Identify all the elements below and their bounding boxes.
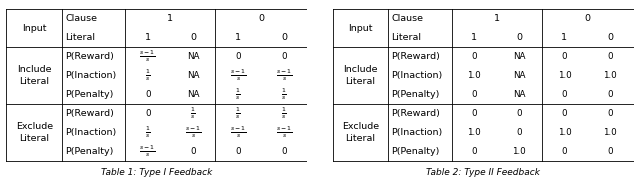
Text: Clause: Clause [65, 14, 97, 23]
Text: NA: NA [513, 90, 525, 99]
Text: $\frac{1}{s}$: $\frac{1}{s}$ [190, 106, 196, 121]
Text: P(Penalty): P(Penalty) [65, 147, 113, 156]
Text: $\frac{1}{s}$: $\frac{1}{s}$ [145, 68, 151, 83]
Text: P(Penalty): P(Penalty) [392, 90, 440, 99]
Text: 1: 1 [561, 33, 568, 42]
Text: 0: 0 [145, 90, 150, 99]
Text: P(Reward): P(Reward) [65, 52, 114, 61]
Text: $\frac{s-1}{s}$: $\frac{s-1}{s}$ [230, 68, 246, 83]
Text: 1: 1 [493, 14, 500, 23]
Text: NA: NA [187, 71, 199, 80]
Text: 0: 0 [607, 52, 613, 61]
Text: 0: 0 [562, 52, 567, 61]
Text: P(Inaction): P(Inaction) [392, 71, 443, 80]
Text: P(Inaction): P(Inaction) [392, 128, 443, 137]
Text: $\frac{1}{s}$: $\frac{1}{s}$ [281, 106, 287, 121]
Text: Literal: Literal [392, 33, 422, 42]
Text: NA: NA [513, 71, 525, 80]
Text: Input: Input [348, 24, 373, 33]
Text: 0: 0 [281, 147, 287, 156]
Text: Include
Literal: Include Literal [344, 65, 378, 86]
Text: Include
Literal: Include Literal [17, 65, 51, 86]
Text: 1: 1 [235, 33, 241, 42]
Text: 0: 0 [472, 147, 477, 156]
Text: P(Penalty): P(Penalty) [65, 90, 113, 99]
Text: P(Inaction): P(Inaction) [65, 128, 116, 137]
Text: 0: 0 [190, 147, 196, 156]
Text: 0: 0 [472, 52, 477, 61]
Text: 1: 1 [167, 14, 173, 23]
Text: NA: NA [187, 90, 199, 99]
Text: Clause: Clause [392, 14, 424, 23]
Text: 1.0: 1.0 [467, 128, 481, 137]
Text: 0: 0 [562, 147, 567, 156]
Text: 0: 0 [516, 109, 522, 118]
Text: P(Penalty): P(Penalty) [392, 147, 440, 156]
Text: $\frac{1}{s}$: $\frac{1}{s}$ [281, 87, 287, 102]
Text: 1: 1 [471, 33, 477, 42]
Text: 1.0: 1.0 [467, 71, 481, 80]
Text: $\frac{s-1}{s}$: $\frac{s-1}{s}$ [140, 49, 156, 64]
Text: 1.0: 1.0 [557, 71, 572, 80]
Text: 0: 0 [607, 147, 613, 156]
Text: $\frac{1}{s}$: $\frac{1}{s}$ [235, 106, 241, 121]
Text: NA: NA [513, 52, 525, 61]
Text: 0: 0 [190, 33, 196, 42]
Text: NA: NA [187, 52, 199, 61]
Text: 0: 0 [281, 52, 287, 61]
Text: $\frac{s-1}{s}$: $\frac{s-1}{s}$ [276, 125, 292, 140]
Text: Exclude
Literal: Exclude Literal [15, 122, 52, 143]
Text: $\frac{s-1}{s}$: $\frac{s-1}{s}$ [230, 125, 246, 140]
Text: 0: 0 [562, 109, 567, 118]
Text: 0: 0 [472, 90, 477, 99]
Text: $\frac{s-1}{s}$: $\frac{s-1}{s}$ [140, 144, 156, 159]
Text: P(Inaction): P(Inaction) [65, 71, 116, 80]
Text: 0: 0 [562, 90, 567, 99]
Text: $\frac{1}{s}$: $\frac{1}{s}$ [235, 87, 241, 102]
Text: 0: 0 [259, 14, 264, 23]
Text: P(Reward): P(Reward) [392, 109, 440, 118]
Text: 0: 0 [607, 109, 613, 118]
Text: 1.0: 1.0 [604, 71, 617, 80]
Text: 0: 0 [607, 33, 613, 42]
Text: P(Reward): P(Reward) [65, 109, 114, 118]
Text: Table 2: Type II Feedback: Table 2: Type II Feedback [426, 168, 540, 177]
Text: 1: 1 [145, 33, 151, 42]
Text: Table 1: Type I Feedback: Table 1: Type I Feedback [101, 168, 212, 177]
Text: P(Reward): P(Reward) [392, 52, 440, 61]
Text: $\frac{s-1}{s}$: $\frac{s-1}{s}$ [184, 125, 201, 140]
Text: 0: 0 [516, 128, 522, 137]
Text: 0: 0 [607, 90, 613, 99]
Text: Exclude
Literal: Exclude Literal [342, 122, 379, 143]
Text: $\frac{s-1}{s}$: $\frac{s-1}{s}$ [276, 68, 292, 83]
Text: Literal: Literal [65, 33, 95, 42]
Text: 0: 0 [281, 33, 287, 42]
Text: 0: 0 [585, 14, 591, 23]
Text: 0: 0 [236, 147, 241, 156]
Text: 0: 0 [472, 109, 477, 118]
Text: 1.0: 1.0 [513, 147, 526, 156]
Text: 1.0: 1.0 [604, 128, 617, 137]
Text: 1.0: 1.0 [557, 128, 572, 137]
Text: $\frac{1}{s}$: $\frac{1}{s}$ [145, 125, 151, 140]
Text: Input: Input [22, 24, 47, 33]
Text: 0: 0 [516, 33, 522, 42]
Text: 0: 0 [236, 52, 241, 61]
Text: 0: 0 [145, 109, 150, 118]
